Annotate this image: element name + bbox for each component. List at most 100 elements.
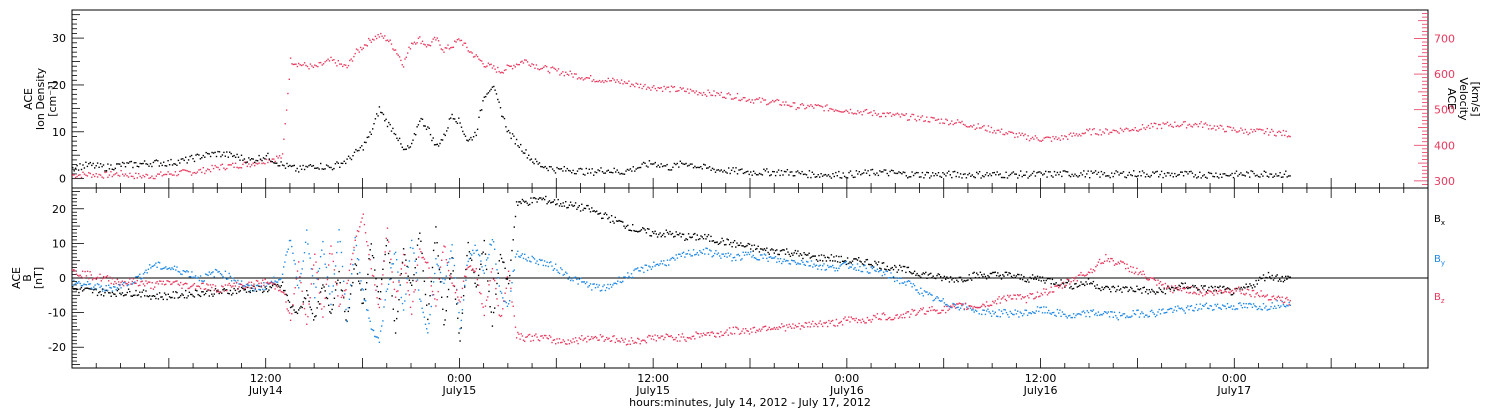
data-point [668, 233, 670, 235]
data-point [926, 171, 928, 174]
data-point [798, 322, 800, 325]
data-point [1062, 281, 1065, 284]
data-point [378, 106, 381, 108]
data-point [440, 48, 442, 50]
data-point [894, 280, 896, 283]
data-point [821, 175, 824, 177]
data-point [294, 263, 296, 265]
data-point [537, 198, 540, 200]
data-point [244, 285, 246, 288]
data-point [674, 235, 676, 238]
data-point [966, 306, 968, 308]
data-point [880, 269, 882, 271]
data-point [472, 56, 475, 58]
data-point [594, 287, 597, 289]
data-point [158, 280, 161, 282]
data-point [972, 307, 974, 309]
data-point [987, 125, 990, 127]
data-point [1148, 278, 1150, 281]
data-point [1259, 176, 1261, 178]
data-point [1059, 285, 1061, 287]
data-point [392, 263, 394, 265]
data-point [1146, 278, 1148, 280]
data-point [1175, 287, 1178, 289]
data-point [347, 155, 350, 157]
data-point [779, 250, 782, 252]
data-point [372, 128, 374, 130]
data-point [233, 154, 235, 157]
data-point [622, 339, 624, 341]
data-point [199, 158, 202, 160]
data-point [803, 252, 805, 254]
data-point [598, 79, 601, 82]
data-point [818, 322, 820, 324]
data-point [288, 78, 290, 80]
data-point [1086, 273, 1088, 276]
data-point [463, 133, 465, 135]
data-point [1046, 278, 1049, 280]
data-point [550, 202, 552, 204]
data-point [748, 243, 751, 245]
data-point [296, 65, 299, 68]
data-point [1078, 133, 1081, 136]
data-point [1003, 295, 1005, 297]
data-point [497, 66, 499, 69]
data-point [232, 285, 234, 287]
data-point [330, 245, 332, 247]
data-point [965, 125, 968, 128]
data-point [86, 287, 89, 289]
data-point [932, 117, 934, 119]
data-point [529, 203, 531, 206]
data-point [1132, 266, 1134, 269]
data-point [609, 171, 611, 173]
data-point [763, 253, 766, 255]
data-point [303, 307, 306, 310]
data-point [273, 276, 275, 278]
data-point [930, 272, 932, 275]
data-point [695, 239, 697, 241]
data-point [131, 295, 133, 297]
data-point [674, 259, 676, 261]
data-point [1253, 129, 1255, 131]
data-point [139, 284, 141, 286]
data-point [522, 152, 525, 154]
data-point [613, 79, 615, 81]
data-point [108, 292, 110, 294]
data-point [80, 176, 83, 179]
data-point [531, 255, 533, 258]
data-point [1284, 134, 1286, 137]
data-point [819, 176, 821, 178]
data-point [265, 288, 268, 290]
data-point [271, 284, 274, 287]
data-point [1054, 283, 1056, 285]
data-point [532, 339, 535, 342]
data-point [158, 292, 161, 294]
data-point [1274, 305, 1276, 307]
data-point [1004, 271, 1006, 274]
data-point [122, 295, 125, 297]
data-point [535, 64, 538, 66]
data-point [575, 173, 577, 175]
data-point [586, 341, 588, 343]
data-point [849, 321, 851, 323]
data-point [601, 289, 603, 292]
data-point [1090, 282, 1092, 284]
data-point [685, 238, 687, 240]
data-point [387, 283, 390, 285]
data-point [156, 266, 158, 268]
data-point [322, 284, 324, 286]
data-point [398, 56, 401, 58]
data-point [209, 170, 212, 173]
data-point [1059, 171, 1061, 173]
data-point [1096, 314, 1098, 317]
data-point [563, 166, 565, 168]
data-point [1033, 278, 1035, 280]
data-point [145, 269, 147, 271]
data-point [478, 58, 480, 60]
data-point [289, 239, 292, 242]
data-point [781, 249, 783, 252]
data-point [507, 64, 510, 67]
data-point [487, 296, 489, 298]
data-point [1194, 174, 1197, 176]
data-point [541, 166, 543, 168]
